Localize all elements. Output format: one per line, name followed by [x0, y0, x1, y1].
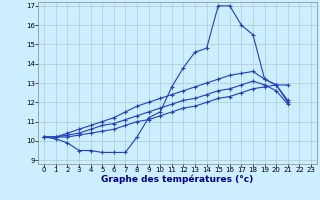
X-axis label: Graphe des températures (°c): Graphe des températures (°c) — [101, 175, 254, 184]
